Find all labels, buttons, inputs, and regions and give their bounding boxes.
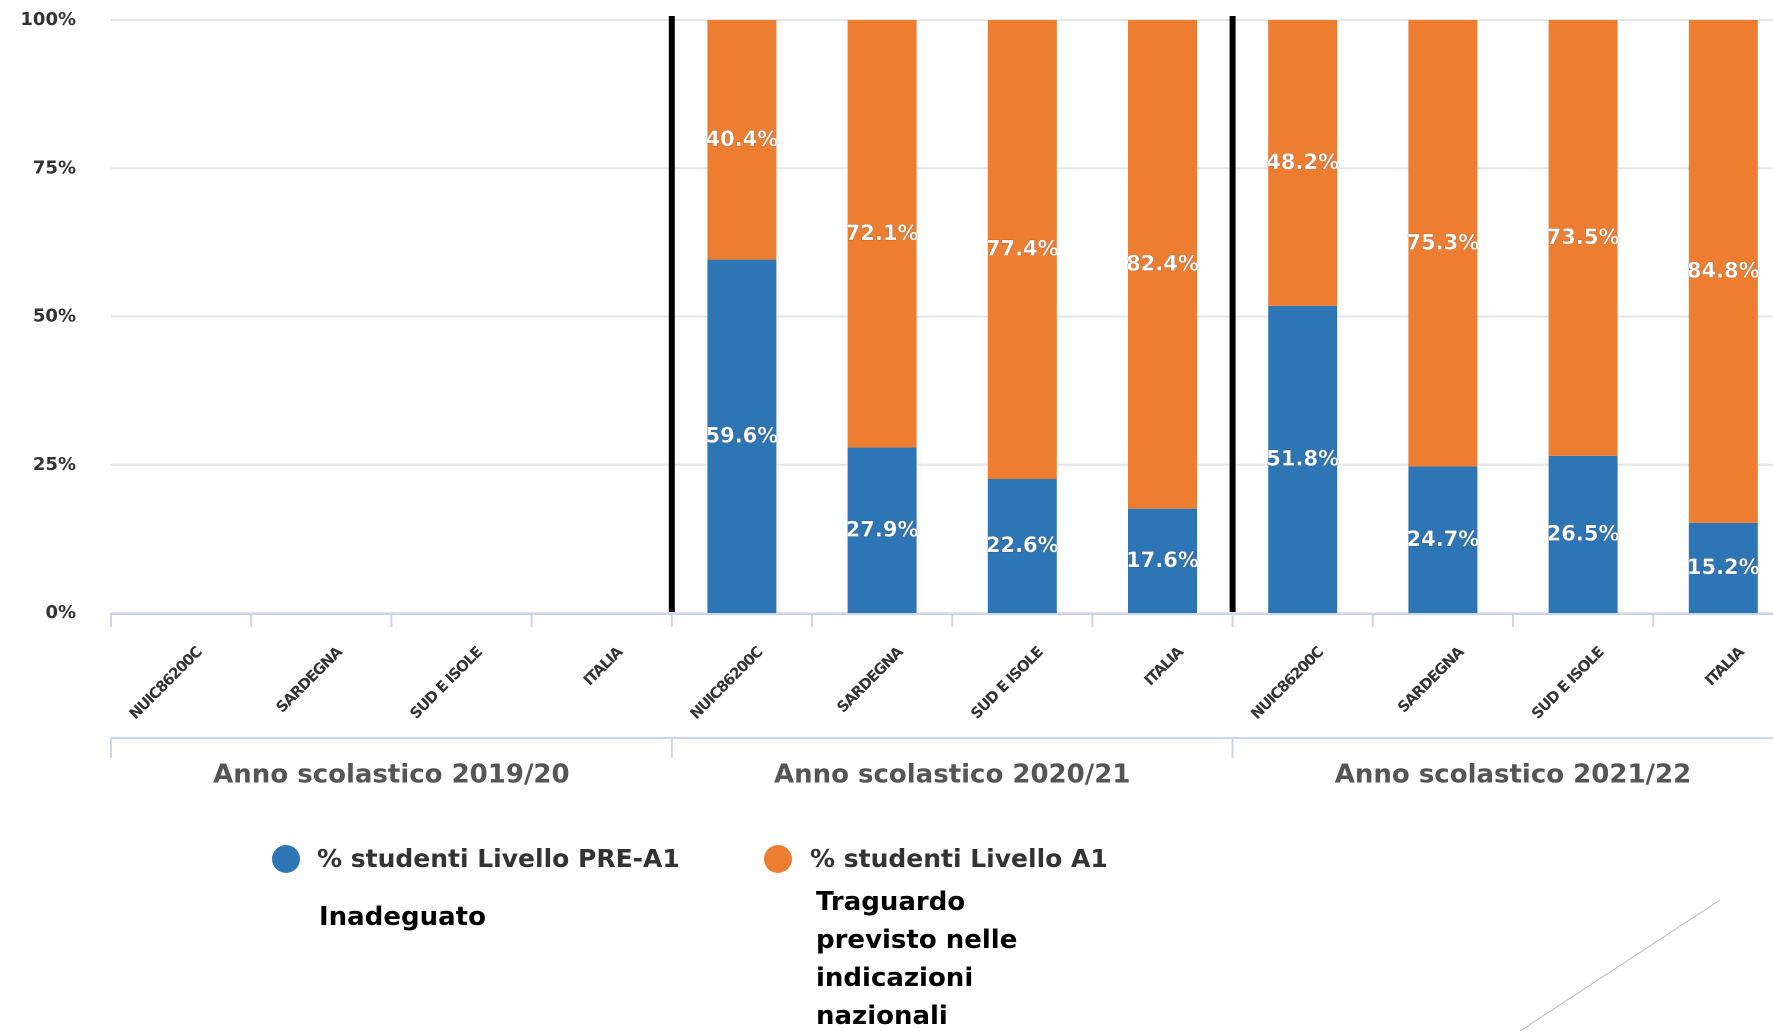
- x-tick-label: ITALIA: [1141, 642, 1188, 689]
- x-tick-label: NUIC86200C: [686, 643, 766, 723]
- bar-segment: [707, 20, 777, 260]
- data-label: 59.6%: [705, 423, 778, 447]
- legend-marker: [272, 845, 300, 873]
- x-tick-label: SARDEGNA: [1394, 642, 1468, 716]
- bar-segment: [847, 447, 917, 613]
- data-label: 77.4%: [986, 236, 1059, 260]
- bar-segment: [1128, 20, 1197, 509]
- legend-marker: [764, 845, 792, 873]
- bar-segment: [1548, 20, 1618, 456]
- annotation: Traguardo previsto nelle indicazioni naz…: [816, 887, 1018, 1031]
- data-label: 72.1%: [846, 221, 919, 245]
- x-tick-label: SUD E ISOLE: [967, 643, 1047, 723]
- data-label: 82.4%: [1126, 251, 1199, 275]
- bar-segment: [1688, 522, 1758, 613]
- data-label: 24.7%: [1406, 527, 1479, 551]
- y-tick-label: 75%: [33, 157, 76, 178]
- x-tick-label: SUD E ISOLE: [1528, 643, 1608, 723]
- group-label: Anno scolastico 2019/20: [213, 760, 569, 790]
- bar-segment: [1408, 20, 1478, 467]
- bar-segment: [1268, 305, 1338, 613]
- bar-segment: [1548, 455, 1618, 613]
- group-label: Anno scolastico 2020/21: [774, 760, 1130, 790]
- data-label: 17.6%: [1126, 548, 1199, 572]
- x-tick-label: SARDEGNA: [833, 642, 907, 716]
- bar-segment: [847, 20, 917, 448]
- bar-segment: [707, 259, 777, 613]
- bar-segment: [1268, 20, 1338, 306]
- y-tick-label: 0%: [45, 602, 76, 623]
- x-tick-label: SARDEGNA: [272, 642, 346, 716]
- group-label: Anno scolastico 2021/22: [1335, 760, 1691, 790]
- x-tick-label: NUIC86200C: [126, 643, 206, 723]
- data-label: 51.8%: [1266, 446, 1339, 470]
- data-label: 84.8%: [1687, 258, 1760, 282]
- data-label: 73.5%: [1547, 225, 1620, 249]
- data-label: 22.6%: [986, 533, 1059, 557]
- bar-segment: [987, 20, 1057, 479]
- data-label: 75.3%: [1406, 230, 1479, 254]
- data-label: 48.2%: [1266, 150, 1339, 174]
- x-tick-label: ITALIA: [1701, 642, 1748, 689]
- bar-segment: [987, 478, 1057, 613]
- annotation: Inadeguato: [319, 902, 486, 932]
- x-tick-label: ITALIA: [580, 642, 627, 689]
- y-tick-label: 100%: [20, 9, 76, 30]
- legend-label: % studenti Livello A1: [810, 844, 1108, 873]
- bar-segment: [1128, 508, 1197, 613]
- y-tick-label: 25%: [33, 454, 76, 475]
- data-label: 27.9%: [846, 517, 919, 541]
- decoration: [1519, 899, 1721, 1031]
- bar-segment: [1688, 20, 1758, 523]
- bar-segment: [1408, 466, 1478, 613]
- x-tick-label: NUIC86200C: [1247, 643, 1327, 723]
- legend-label: % studenti Livello PRE-A1: [317, 844, 680, 873]
- x-tick-label: SUD E ISOLE: [406, 643, 486, 723]
- data-label: 26.5%: [1547, 521, 1620, 545]
- y-tick-label: 50%: [33, 306, 76, 327]
- data-label: 15.2%: [1687, 555, 1760, 579]
- data-label: 40.4%: [705, 127, 778, 151]
